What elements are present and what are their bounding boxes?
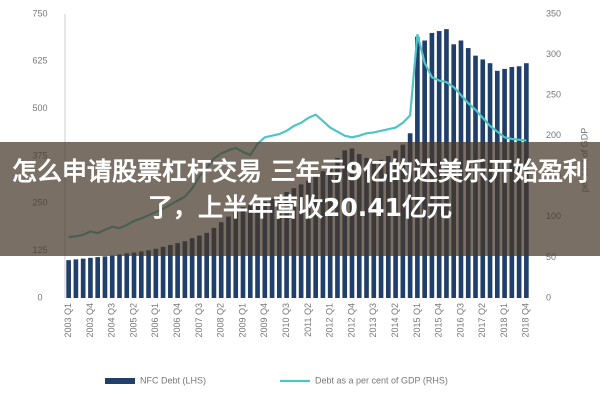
bar [88,257,93,298]
x-tick-label: 2018 Q1 [499,303,509,338]
y-tick-label: 750 [32,8,47,18]
x-tick-label: 2018 Q4 [521,303,531,338]
x-tick-label: 2012 Q1 [325,303,335,338]
bar [117,254,122,298]
x-tick-label: 2010 Q3 [281,303,291,338]
bar [131,252,137,298]
x-tick-label: 2006 Q1 [150,303,160,338]
bar [66,260,71,298]
y-tick-label: 625 [32,56,47,66]
legend-swatch [105,378,135,384]
x-tick-label: 2005 Q2 [128,303,138,338]
x-tick-label: 2014 Q2 [390,303,400,338]
legend-label: Debt as a per cent of GDP (RHS) [315,375,448,385]
bar [175,243,180,298]
legend-label: NFC Debt (LHS) [140,375,206,385]
x-tick-label: 2007 Q3 [194,303,204,338]
bar [189,238,195,298]
y2-tick-label: 0 [546,292,551,302]
bar [182,241,188,298]
bar [218,222,224,298]
bar [124,253,130,298]
x-tick-label: 2012 Q4 [346,303,356,338]
bar [146,250,151,298]
bar [204,232,210,298]
x-tick-label: 2011 Q2 [303,303,313,337]
x-tick-label: 2009 Q4 [259,303,269,338]
x-tick-label: 2004 Q3 [107,303,117,338]
x-tick-label: 2003 Q4 [85,303,95,338]
y2-tick-label: 50 [546,252,556,262]
x-tick-label: 2009 Q1 [237,303,247,338]
x-tick-label: 2003 Q1 [63,303,73,338]
bar [80,258,86,298]
bar [138,251,144,298]
y2-tick-label: 350 [546,8,561,18]
banner-title: 怎么申请股票杠杆交易 三年亏9亿的达美乐开始盈利了，上半年营收20.41亿元 [0,142,600,256]
y-tick-label: 0 [37,292,42,302]
x-tick-label: 2015 Q1 [412,303,422,338]
x-tick-label: 2017 Q2 [477,303,487,338]
x-tick-label: 2006 Q4 [172,303,182,338]
x-tick-label: 2015 Q4 [434,303,444,338]
bar [197,235,202,298]
bar [160,246,166,298]
bar [102,256,108,298]
bar [168,244,173,298]
y2-tick-label: 200 [546,130,561,140]
x-tick-label: 2008 Q2 [216,303,226,338]
bar [226,216,231,298]
bar [211,227,217,298]
y-tick-label: 500 [32,103,47,113]
y2-tick-label: 300 [546,49,561,59]
x-tick-label: 2013 Q3 [368,303,378,338]
bar [73,259,79,298]
y2-tick-label: 250 [546,90,561,100]
x-tick-label: 2016 Q3 [455,303,465,338]
bar [109,255,115,298]
bar [153,248,159,298]
bar [95,257,101,298]
